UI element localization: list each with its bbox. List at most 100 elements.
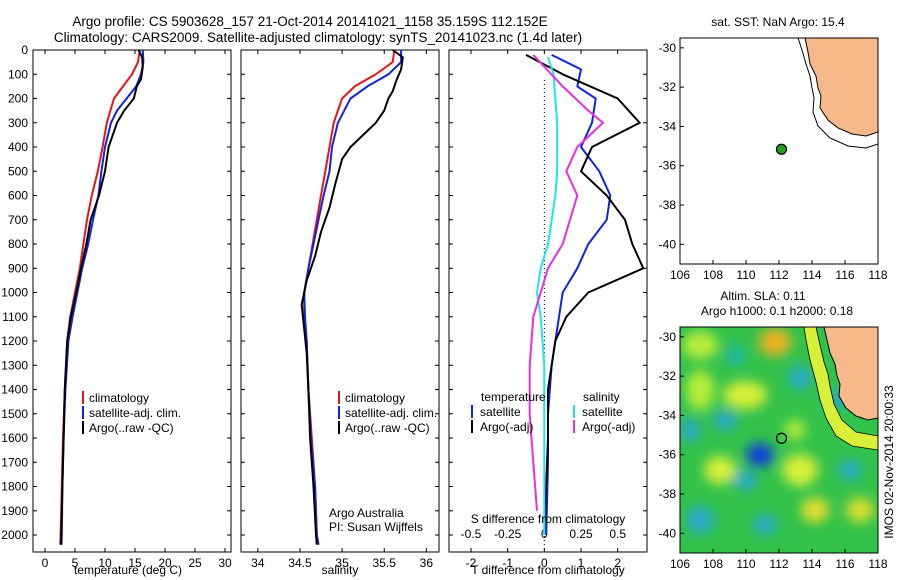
pi-label: PI: Susan Wijffels — [329, 520, 423, 534]
x-tick-label: 10 — [98, 556, 112, 570]
depth-tick-label: 1300 — [1, 358, 28, 372]
sla-map-title-line2: Argo h1000: 0.1 h2000: 0.18 — [701, 304, 853, 318]
sst-map-area — [680, 38, 878, 264]
lat-tick-label: -32 — [659, 80, 677, 94]
lon-tick-label: 118 — [868, 268, 887, 282]
legend-s-satellite: satellite — [582, 405, 623, 419]
temperature-legend: climatology satellite-adj. clim. Argo(..… — [82, 391, 181, 435]
argo-australia-label: Argo Australia — [329, 506, 404, 520]
legend-argo-raw: Argo(..raw -QC) — [89, 421, 174, 435]
depth-tick-label: 900 — [8, 261, 28, 275]
s-tick-label: 0.5 — [609, 527, 626, 541]
x-tick-label: 35.5 — [373, 556, 397, 570]
x-tick-label: 15 — [128, 556, 142, 570]
legend-argo-raw: Argo(..raw -QC) — [345, 421, 430, 435]
x-tick-label: -2 — [466, 556, 477, 570]
legend-climatology: climatology — [89, 391, 149, 405]
depth-tick-label: 1400 — [1, 383, 28, 397]
lat-tick-label: -36 — [659, 448, 677, 462]
legend-s-argo: Argo(-adj) — [582, 420, 635, 434]
depth-tick-label: 1100 — [2, 310, 28, 324]
sst-map-title: sat. SST: NaN Argo: 15.4 — [711, 15, 845, 29]
sla-anomaly-field — [680, 328, 874, 535]
depth-tick-label: 1200 — [1, 334, 28, 348]
difference-plot-frame — [448, 49, 648, 553]
lat-tick-label: -36 — [659, 159, 677, 173]
depth-tick-label: 200 — [8, 92, 28, 106]
x-tick-label: 30 — [218, 556, 232, 570]
depth-axis: 0 100 200 300 400 500 600 700 800 900 1000 1100 1200… — [1, 43, 28, 542]
depth-tick-label: 500 — [8, 164, 28, 178]
series-line-argo-raw-qc- — [59, 49, 144, 545]
sla-map-axes: 106 108 110 112 114 116 118 -30 -32 -34 -36 -38 -40 — [659, 330, 888, 571]
sla-heatmap — [680, 327, 878, 553]
x-tick-label: 0 — [42, 556, 49, 570]
depth-tick-label: 100 — [8, 67, 28, 81]
series-line-satellite-adj-clim- — [303, 50, 403, 545]
lat-tick-label: -40 — [659, 237, 677, 251]
s-tick-label: -0.5 — [461, 527, 482, 541]
sst-map-axes: 106 108 110 112 114 116 118 -30 -32 -34 -36 -38 -40 — [659, 41, 888, 282]
shelf-band — [803, 327, 878, 451]
x-tick-label: 20 — [158, 556, 172, 570]
legend-temperature-header: temperature — [481, 390, 546, 404]
lon-tick-label: 108 — [703, 268, 723, 282]
series-line-temperature-argo-adj- — [525, 54, 645, 536]
lon-tick-label: 116 — [835, 268, 854, 282]
land-mass — [804, 38, 878, 137]
x-tick-label: 25 — [188, 556, 202, 570]
lon-tick-label: 110 — [736, 557, 755, 571]
x-tick-label: 2 — [614, 556, 621, 570]
lon-tick-label: 108 — [703, 557, 723, 571]
lat-tick-label: -38 — [659, 198, 677, 212]
lon-tick-label: 114 — [802, 557, 821, 571]
lat-tick-label: -30 — [659, 330, 677, 344]
figure-title-line1: Argo profile: CS 5903628_157 21-Oct-2014… — [72, 14, 547, 29]
series-line-climatology — [303, 49, 396, 545]
salinity-panel: 34 34.5 35 35.5 36 — [241, 49, 439, 570]
s-tick-label: 0.25 — [569, 527, 593, 541]
x-tick-label: 35 — [335, 556, 349, 570]
lat-tick-label: -32 — [659, 369, 677, 383]
legend-satellite-adj: satellite-adj. clim. — [89, 406, 181, 420]
legend-t-satellite: satellite — [480, 405, 521, 419]
series-line-climatology — [59, 49, 141, 545]
x-tick-label: -1 — [502, 556, 513, 570]
lat-tick-label: -38 — [659, 487, 677, 501]
depth-tick-label: 700 — [8, 213, 28, 227]
imos-timestamp: IMOS 02-Nov-2014 20:00:33 — [882, 385, 896, 539]
depth-tick-label: 0 — [21, 43, 28, 57]
t-difference-axis-label: T difference from climatology — [471, 563, 625, 577]
depth-tick-label: 1900 — [1, 504, 28, 518]
legend-salinity-header: salinity — [583, 390, 620, 404]
depth-tick-label: 1600 — [1, 431, 28, 445]
legend-satellite-adj: satellite-adj. clim. — [345, 406, 437, 420]
lon-tick-label: 112 — [769, 268, 788, 282]
figure-title-line2: Climatology: CARS2009. Satellite-adjuste… — [54, 30, 582, 45]
land-mass — [823, 327, 878, 421]
depth-tick-label: 1800 — [1, 480, 28, 494]
float-position-marker — [775, 143, 788, 155]
lon-tick-label: 114 — [802, 268, 821, 282]
series-line-temperature-satellite — [545, 54, 612, 536]
depth-tick-label: 1000 — [1, 286, 28, 300]
lon-tick-label: 110 — [736, 268, 755, 282]
lat-tick-label: -30 — [659, 41, 677, 55]
depth-tick-label: 800 — [8, 237, 28, 251]
x-tick-label: 34 — [251, 556, 265, 570]
lon-tick-label: 112 — [769, 557, 788, 571]
lat-tick-label: -34 — [659, 408, 677, 422]
x-tick-label: 1 — [578, 556, 585, 570]
series-line-salinity-argo-adj- — [528, 54, 604, 511]
depth-tick-label: 1500 — [1, 407, 28, 421]
legend-t-argo: Argo(-adj) — [480, 420, 533, 434]
series-line-argo-raw-qc- — [300, 49, 404, 545]
salinity-axis-label: salinity — [322, 563, 359, 577]
lon-tick-label: 118 — [868, 557, 887, 571]
depth-tick-label: 400 — [8, 140, 28, 154]
depth-tick-label: 1700 — [1, 455, 28, 469]
depth-tick-label: 300 — [8, 116, 28, 130]
coastline-outline — [797, 38, 878, 149]
lon-tick-label: 116 — [835, 557, 854, 571]
